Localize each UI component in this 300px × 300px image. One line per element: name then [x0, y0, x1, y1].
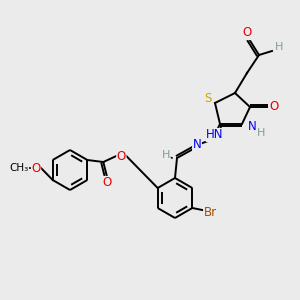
Text: O: O — [242, 26, 252, 40]
Text: S: S — [204, 92, 212, 104]
Text: H: H — [275, 42, 283, 52]
Text: H: H — [257, 128, 265, 138]
Text: HN: HN — [206, 128, 224, 142]
Text: N: N — [193, 139, 201, 152]
Text: O: O — [103, 176, 112, 190]
Text: H: H — [162, 150, 170, 160]
Text: O: O — [117, 149, 126, 163]
Text: Br: Br — [204, 206, 217, 218]
Text: CH₃: CH₃ — [9, 163, 28, 173]
Text: O: O — [269, 100, 279, 113]
Text: O: O — [32, 161, 40, 175]
Text: N: N — [248, 121, 256, 134]
